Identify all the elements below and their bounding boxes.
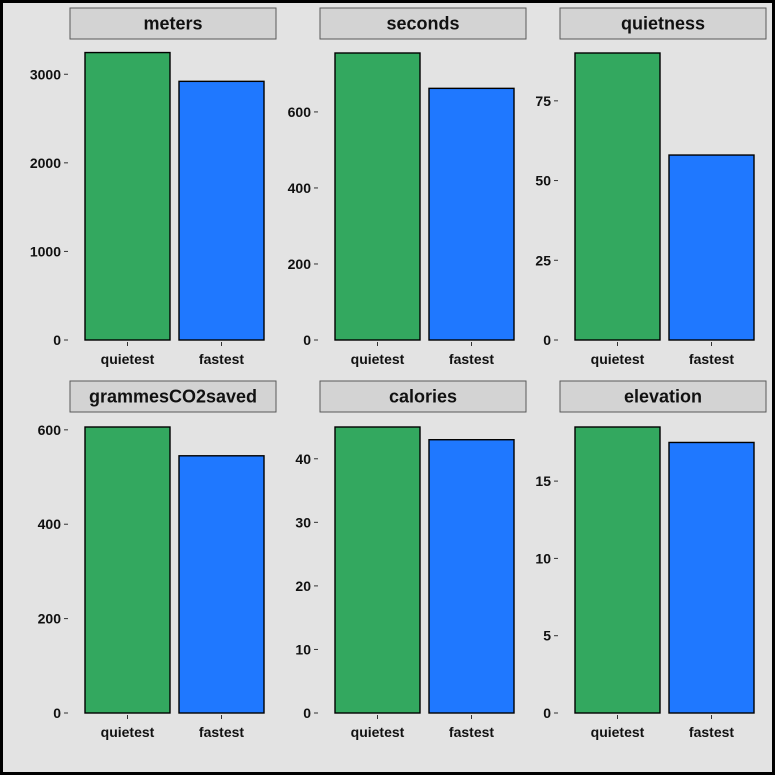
bar-fastest [428, 439, 515, 714]
y-tick-label: 400 [38, 516, 62, 532]
panel-title: calories [389, 387, 457, 407]
y-tick-label: 3000 [30, 66, 61, 82]
y-tick-label: 5 [543, 628, 551, 644]
x-tick-label: quietest [351, 351, 405, 367]
y-tick-label: 30 [295, 514, 311, 530]
x-tick-label: fastest [199, 351, 244, 367]
bar-quietest [84, 426, 171, 714]
chart-frame: meters 0 1000 2000 3000 quietest fastest second… [3, 3, 772, 772]
panel-seconds: seconds 0 200 400 600 quietest fastest [288, 7, 527, 367]
bar-fastest [428, 87, 515, 341]
strip-background [69, 7, 277, 40]
y-tick-label: 600 [288, 104, 312, 120]
panel-strip: seconds [319, 7, 527, 40]
y-tick-label: 0 [303, 705, 311, 721]
bar-quietest [334, 426, 421, 714]
strip-background [319, 7, 527, 40]
y-tick-label: 40 [295, 451, 311, 467]
bar-quietest [574, 426, 661, 714]
panel-title: meters [143, 14, 202, 34]
y-tick-label: 10 [535, 550, 551, 566]
bar-fastest [178, 455, 265, 714]
panel-title: grammesCO2saved [89, 387, 257, 407]
y-tick-label: 75 [535, 93, 551, 109]
bar-quietest [84, 51, 171, 341]
y-tick-label: 20 [295, 578, 311, 594]
x-tick-label: quietest [351, 724, 405, 740]
x-tick-label: quietest [591, 351, 645, 367]
y-tick-label: 15 [535, 473, 551, 489]
strip-background [319, 380, 527, 413]
bar-quietest [574, 52, 661, 341]
y-tick-label: 50 [535, 173, 551, 189]
y-tick-label: 600 [38, 422, 62, 438]
y-tick-label: 0 [303, 332, 311, 348]
bar-fastest [668, 154, 755, 341]
x-tick-label: fastest [199, 724, 244, 740]
y-tick-label: 0 [53, 332, 61, 348]
panel-title: quietness [621, 14, 705, 34]
strip-background [559, 380, 767, 413]
y-tick-label: 200 [288, 256, 312, 272]
bar-fastest [178, 80, 265, 341]
panel-strip: quietness [559, 7, 767, 40]
x-tick-label: fastest [689, 724, 734, 740]
panel-title: elevation [624, 387, 702, 407]
panel-strip: calories [319, 380, 527, 413]
x-tick-label: quietest [101, 724, 155, 740]
panel-elevation: elevation 0 5 10 15 quietest fastest [535, 380, 767, 740]
y-tick-label: 2000 [30, 155, 61, 171]
y-tick-label: 10 [295, 641, 311, 657]
x-tick-label: quietest [591, 724, 645, 740]
strip-background [559, 7, 767, 40]
y-tick-label: 0 [543, 705, 551, 721]
x-tick-label: quietest [101, 351, 155, 367]
x-tick-label: fastest [449, 724, 494, 740]
panel-quietness: quietness 0 25 50 75 quietest fastest [535, 7, 767, 367]
panel-meters: meters 0 1000 2000 3000 quietest fastest [30, 7, 277, 367]
y-tick-label: 1000 [30, 243, 61, 259]
y-tick-label: 0 [53, 705, 61, 721]
strip-background [69, 380, 277, 413]
panel-grammesCO2saved: grammesCO2saved 0 200 400 600 quietest fastest [38, 380, 277, 740]
panel-strip: grammesCO2saved [69, 380, 277, 413]
panel-calories: calories 0 10 20 30 40 quietest fastest [295, 380, 527, 740]
panel-strip: meters [69, 7, 277, 40]
y-tick-label: 200 [38, 611, 62, 627]
x-tick-label: fastest [689, 351, 734, 367]
y-tick-label: 0 [543, 332, 551, 348]
x-tick-label: fastest [449, 351, 494, 367]
y-tick-label: 400 [288, 180, 312, 196]
bar-fastest [668, 441, 755, 714]
y-tick-label: 25 [535, 252, 551, 268]
panel-title: seconds [386, 14, 459, 34]
bar-quietest [334, 52, 421, 341]
panel-strip: elevation [559, 380, 767, 413]
